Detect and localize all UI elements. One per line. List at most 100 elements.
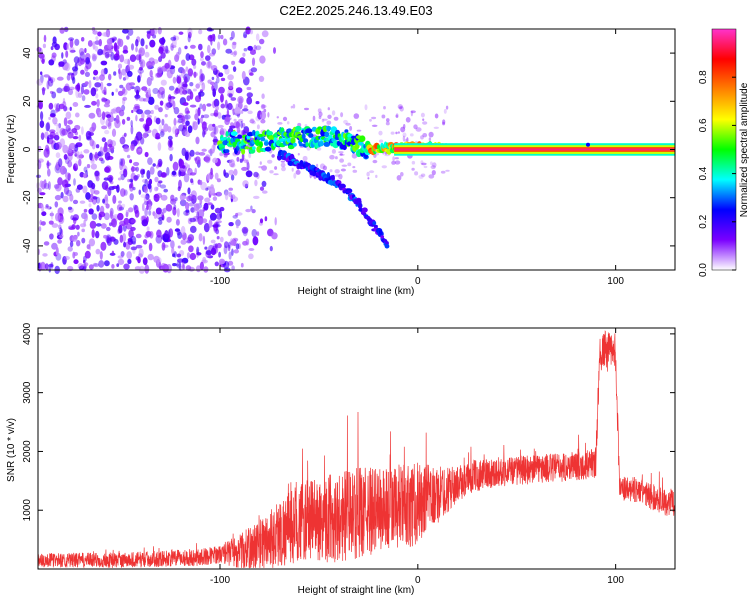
spectrogram-cell bbox=[241, 226, 249, 234]
snr-frame bbox=[37, 327, 676, 570]
spectrogram-cell bbox=[48, 220, 54, 225]
spectrogram-cell bbox=[220, 103, 226, 109]
spectrogram-cell bbox=[187, 31, 192, 39]
spectrogram-cell bbox=[65, 111, 72, 120]
spectrogram-cell bbox=[106, 114, 112, 119]
spectrogram-cell bbox=[266, 131, 273, 136]
spectrogram-cell bbox=[84, 81, 89, 85]
spectrogram-cell bbox=[213, 109, 219, 118]
spectrogram-cell bbox=[207, 173, 210, 182]
spectrogram-cell bbox=[130, 120, 133, 127]
spectrogram-cell bbox=[56, 87, 63, 94]
spectrogram-cell bbox=[159, 100, 164, 106]
spectrogram-cell bbox=[249, 29, 254, 35]
spectrogram-cell bbox=[170, 97, 175, 106]
spectrogram-cell bbox=[147, 157, 153, 166]
spectrogram-cell bbox=[276, 116, 279, 119]
spectrogram-cell bbox=[420, 173, 426, 177]
spectrogram-cell bbox=[68, 227, 76, 230]
spectrogram-cell bbox=[92, 196, 98, 200]
spectrogram-cell bbox=[324, 131, 330, 138]
spectrogram-cell bbox=[177, 245, 181, 249]
spectrogram-cell bbox=[256, 231, 260, 237]
spectrogram-cell bbox=[126, 154, 131, 159]
spectrogram-cell bbox=[428, 137, 432, 142]
spectrogram-cell bbox=[74, 144, 78, 149]
spectrogram-cell bbox=[209, 52, 216, 57]
spectrogram-cell bbox=[212, 123, 216, 127]
spectrogram-cell bbox=[196, 246, 200, 254]
spectrogram-cell bbox=[210, 167, 213, 176]
spectrogram-cell bbox=[397, 104, 403, 110]
spectrogram-cell bbox=[290, 137, 296, 144]
spectrogram-cell bbox=[203, 222, 210, 233]
spectrogram-cell bbox=[88, 198, 94, 203]
x-tick-label: -100 bbox=[210, 575, 230, 586]
spectrogram-cell bbox=[89, 152, 93, 161]
spectrogram-cell bbox=[142, 168, 146, 175]
spectrogram-cell bbox=[207, 79, 212, 84]
spectrogram-cell bbox=[116, 204, 123, 212]
spectrogram-cell bbox=[172, 76, 177, 84]
spectrogram-cell bbox=[369, 118, 372, 122]
spectrogram-cell bbox=[130, 143, 135, 151]
y-tick-label: -20 bbox=[22, 190, 33, 205]
spectrogram-cell bbox=[126, 251, 132, 260]
spectrogram-cell bbox=[352, 169, 358, 173]
spectrogram-cell bbox=[135, 46, 138, 53]
spectrogram-cell bbox=[49, 233, 54, 240]
spectrogram-cell bbox=[40, 132, 45, 140]
spectrogram-cell bbox=[219, 206, 225, 212]
spectrogram-cell bbox=[80, 69, 85, 75]
spectrogram-cell bbox=[243, 48, 248, 52]
spectrogram-cell bbox=[224, 116, 231, 122]
spectrogram-cell bbox=[329, 154, 335, 160]
spectrogram-cell bbox=[206, 60, 213, 69]
spectrogram-cell bbox=[165, 45, 169, 54]
spectrogram-cell bbox=[251, 146, 256, 150]
spectrogram-cell bbox=[148, 242, 153, 252]
spectrogram-cell bbox=[129, 159, 133, 164]
spectrogram-cell bbox=[133, 204, 139, 214]
spectrogram-cell bbox=[254, 139, 260, 146]
spectrogram-cell bbox=[67, 206, 73, 210]
spectrogram-cell bbox=[83, 208, 88, 213]
spectrogram-cell bbox=[245, 159, 249, 165]
spectrogram-cell bbox=[48, 116, 51, 120]
spectrogram-cell bbox=[201, 121, 207, 131]
spectrogram-cell bbox=[237, 96, 244, 104]
spectrogram-cell bbox=[121, 118, 126, 125]
x-tick-label: 100 bbox=[607, 575, 624, 586]
spectrogram-cell bbox=[95, 93, 99, 99]
spectrogram-cell bbox=[185, 240, 192, 244]
spectrogram-cell bbox=[142, 132, 148, 139]
spectrogram-cell bbox=[259, 161, 262, 165]
spectrogram-cell bbox=[440, 170, 446, 174]
spectrogram-cell bbox=[224, 99, 228, 109]
spectrogram-cell bbox=[415, 127, 422, 132]
spectrogram-cell bbox=[223, 153, 228, 158]
spectrogram-cell bbox=[233, 168, 238, 176]
spectrogram-cell bbox=[164, 62, 170, 69]
spectrogram-cell bbox=[213, 224, 218, 233]
spectrogram-cell bbox=[235, 87, 243, 94]
spectrogram-cell bbox=[395, 131, 398, 135]
spectrogram-cell bbox=[195, 151, 200, 156]
spectrogram-cell bbox=[214, 261, 219, 267]
spectrogram-cell bbox=[155, 132, 161, 140]
spectrogram-cell bbox=[193, 203, 200, 212]
spectrogram-cell bbox=[75, 112, 80, 118]
spectrogram-cell bbox=[38, 100, 43, 110]
spectrogram-cell bbox=[51, 242, 58, 250]
spectrogram-cell bbox=[100, 159, 105, 164]
spectrogram-cell bbox=[295, 169, 301, 175]
spectrogram-cell bbox=[88, 112, 96, 119]
spectrogram-cell bbox=[273, 137, 277, 144]
spectrogram-cell bbox=[137, 68, 144, 74]
spectrogram-cell bbox=[67, 72, 74, 76]
snr-line bbox=[37, 330, 676, 569]
spectrogram-cell bbox=[420, 112, 425, 118]
spectrogram-cell bbox=[93, 69, 99, 76]
spectrogram-cell bbox=[383, 106, 386, 110]
spectrogram-cell bbox=[245, 170, 253, 178]
